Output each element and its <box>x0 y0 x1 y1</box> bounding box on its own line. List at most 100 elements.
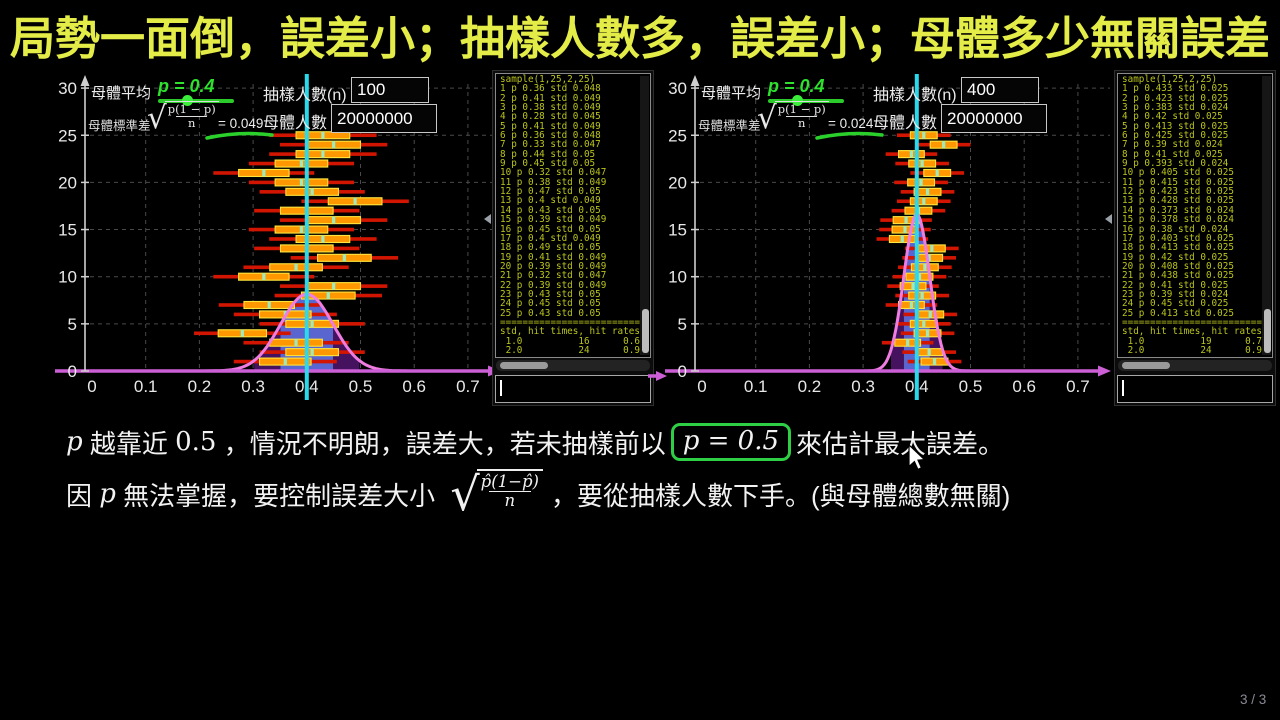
population-std-label: 母體標準差 <box>698 119 761 133</box>
sample-size-input[interactable]: 100 <box>351 77 429 103</box>
population-mean-label: 母體平均 <box>701 85 762 102</box>
formula-denominator: n <box>786 115 818 130</box>
population-size-input[interactable]: 20000000 <box>331 104 437 133</box>
stats-row: 1.0 16 0.64 <box>500 335 646 347</box>
y-tick-label: 30 <box>58 79 77 98</box>
sample-row: 18 p 0.413 std 0.025 <box>1122 242 1234 254</box>
sample-row: 6 p 0.36 std 0.048 <box>500 130 601 142</box>
h-scrollbar-thumb[interactable] <box>1122 362 1170 369</box>
sample-p-tick <box>930 244 934 252</box>
sample-row: 12 p 0.423 std 0.025 <box>1122 186 1234 198</box>
sample-size-input[interactable]: 400 <box>961 77 1039 103</box>
h-scrollbar-thumb[interactable] <box>500 362 548 369</box>
p-slider-handle[interactable] <box>182 95 193 106</box>
sample-p-tick <box>923 263 927 271</box>
sample-p-tick <box>332 282 336 290</box>
math-value: 0.5 <box>175 427 217 457</box>
y-tick-label: 10 <box>668 268 687 287</box>
sample-row: 23 p 0.39 std 0.024 <box>1122 288 1229 300</box>
x-tick-label: 0.6 <box>1012 377 1036 396</box>
x-tick-label: 0.6 <box>402 377 426 396</box>
sample-p-tick <box>299 226 304 234</box>
sample-row: 13 p 0.428 std 0.025 <box>1122 195 1234 207</box>
sample-size-label: 抽樣人數(n) <box>263 87 347 104</box>
h-scrollbar-track[interactable] <box>496 360 650 371</box>
panel-collapse-handle-left[interactable] <box>484 214 491 224</box>
sample-p-tick <box>922 131 926 139</box>
sample-row: 20 p 0.408 std 0.025 <box>1122 260 1234 272</box>
sample-row: 15 p 0.378 std 0.024 <box>1122 214 1234 226</box>
page-indicator: 3 / 3 <box>1240 692 1267 707</box>
v-scrollbar-thumb[interactable] <box>1264 309 1271 353</box>
sample-row: 6 p 0.425 std 0.025 <box>1122 130 1229 142</box>
sample-row: 24 p 0.45 std 0.05 <box>500 298 601 310</box>
panel-collapse-handle-right[interactable] <box>1105 214 1112 224</box>
green-underline-mark <box>815 131 884 140</box>
x-axis-stub-arrow <box>648 371 667 381</box>
sample-row: 16 p 0.38 std 0.024 <box>1122 223 1229 235</box>
y-tick-label: 30 <box>668 79 687 98</box>
sample-row: 4 p 0.28 std 0.045 <box>500 111 601 123</box>
v-scrollbar-track[interactable] <box>1262 76 1271 355</box>
sample-row: 4 p 0.42 std 0.025 <box>1122 111 1223 123</box>
footnote-line-2: 因 p 無法掌握，要控制誤差大小 √ p̂(1−p̂) n ，要從抽樣人數下手。(與母… <box>66 464 1010 524</box>
command-echo: sample(1,25,2,25) <box>1122 74 1218 85</box>
y-tick-label: 0 <box>68 362 77 381</box>
sample-row: 7 p 0.33 std 0.047 <box>500 139 601 151</box>
formula-denominator: n <box>176 115 208 130</box>
footnote-text: 因 <box>66 480 100 511</box>
y-tick-label: 25 <box>668 126 687 145</box>
h-scrollbar-track[interactable] <box>1118 360 1272 371</box>
sample-row: 3 p 0.383 std 0.024 <box>1122 102 1229 114</box>
footnote-line-1: p 越靠近 0.5 ，情況不明朗，誤差大，若未抽樣前以 p = 0.5 來估計最大誤… <box>66 418 1004 466</box>
sample-p-tick <box>332 216 336 224</box>
sample-p-tick <box>299 178 304 186</box>
y-tick-label: 15 <box>58 221 77 240</box>
sample-row: 16 p 0.45 std 0.05 <box>500 223 601 235</box>
sample-p-tick <box>942 141 946 149</box>
population-size-input[interactable]: 20000000 <box>941 104 1047 133</box>
sample-size-label: 抽樣人數(n) <box>873 87 957 104</box>
std-value: = 0.049 <box>218 116 264 131</box>
sample-row: 11 p 0.38 std 0.049 <box>500 176 607 188</box>
sample-p-tick <box>332 141 336 149</box>
sample-row: 11 p 0.415 std 0.025 <box>1122 176 1234 188</box>
population-std-label: 母體標準差 <box>88 119 151 133</box>
sample-row: 15 p 0.39 std 0.049 <box>500 214 607 226</box>
formula-numerator: p(1 − p) <box>777 102 826 116</box>
sample-row: 1 p 0.36 std 0.048 <box>500 83 601 95</box>
stats-header: std, hit times, hit rates <box>1122 326 1262 338</box>
sample-row: 5 p 0.41 std 0.049 <box>500 120 601 132</box>
sample-row: 2 p 0.41 std 0.049 <box>500 92 601 104</box>
sample-p-tick <box>919 178 923 186</box>
sample-row: 1 p 0.433 std 0.025 <box>1122 83 1229 95</box>
y-tick-label: 25 <box>58 126 77 145</box>
sample-list-panel-right: sample(1,25,2,25) 1 p 0.433 std 0.025 2 p … <box>1114 70 1276 406</box>
sample-p-tick <box>920 292 924 300</box>
sample-row: 2 p 0.423 std 0.025 <box>1122 92 1229 104</box>
y-tick-label: 20 <box>668 173 687 192</box>
command-input[interactable] <box>1117 375 1273 403</box>
sample-p-tick <box>935 169 939 177</box>
sample-p-tick <box>262 273 266 281</box>
x-tick-label: 0.5 <box>349 377 373 396</box>
sample-row: 12 p 0.47 std 0.05 <box>500 186 601 198</box>
sample-row: 24 p 0.45 std 0.025 <box>1122 298 1229 310</box>
stats-row: 1.0 19 0.76 <box>1122 335 1268 347</box>
sample-row: 17 p 0.403 std 0.025 <box>1122 232 1234 244</box>
math-var-p: p <box>99 479 116 509</box>
mouse-cursor <box>908 444 926 471</box>
sample-p-tick <box>342 254 346 262</box>
p-slider-handle[interactable] <box>792 95 803 106</box>
x-tick-label: 0.3 <box>241 377 265 396</box>
v-scrollbar-track[interactable] <box>640 76 649 355</box>
sample-p-tick <box>900 235 904 243</box>
v-scrollbar-thumb[interactable] <box>642 309 649 353</box>
command-input[interactable] <box>495 375 651 403</box>
stats-row: 2.0 24 0.96 <box>1122 344 1268 356</box>
y-tick-label: 10 <box>58 268 77 287</box>
sample-row: 22 p 0.41 std 0.025 <box>1122 279 1229 291</box>
sample-p-tick <box>294 339 298 347</box>
